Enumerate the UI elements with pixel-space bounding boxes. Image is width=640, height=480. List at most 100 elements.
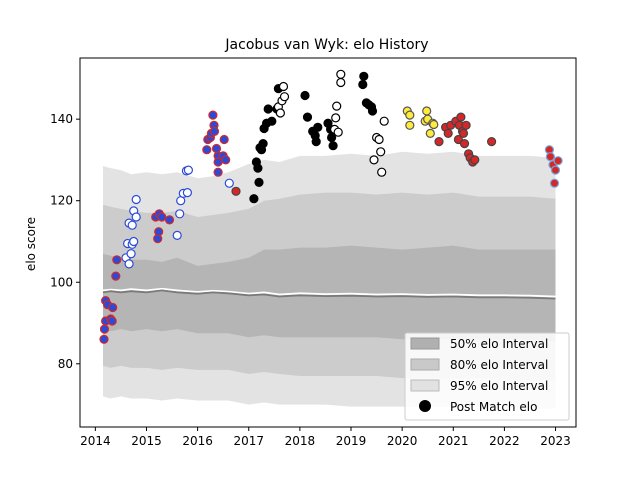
y-tick-label-140: 140 (50, 112, 73, 126)
match-point-7-9 (263, 104, 273, 114)
y-tick-label-80: 80 (58, 357, 73, 371)
chart-title: Jacobus van Wyk: elo History (224, 37, 428, 53)
x-tick-label-2021: 2021 (438, 434, 469, 448)
x-tick-label-2015: 2015 (131, 434, 162, 448)
match-point-4-6 (209, 126, 220, 136)
x-tick-label-2017: 2017 (233, 434, 264, 448)
match-point-15-1 (545, 152, 556, 162)
match-point-12-5 (379, 116, 389, 126)
match-point-13-8 (429, 119, 439, 130)
match-point-7-2 (253, 163, 263, 173)
match-point-9-0 (300, 90, 310, 101)
y-tick-label-120: 120 (50, 194, 73, 208)
match-point-1-10 (131, 194, 141, 205)
match-point-8-3 (278, 81, 289, 92)
match-point-11-1 (359, 71, 369, 81)
match-point-4-13 (221, 155, 231, 165)
y-axis-label: elo score (24, 217, 38, 271)
match-point-3-5 (182, 188, 192, 198)
legend-frame (404, 332, 570, 421)
match-point-14-0 (434, 137, 444, 147)
match-point-11-5 (367, 106, 378, 116)
legend-marker-post-match (419, 400, 431, 412)
match-point-9-5 (313, 122, 323, 132)
match-point-10-5 (336, 69, 346, 79)
y-axis-ticks: 80 100 120 140 (50, 112, 80, 371)
match-point-4-8 (211, 143, 222, 154)
legend-label-post-match: Post Match elo (450, 400, 537, 414)
match-point-0-9 (112, 255, 122, 265)
match-point-4-12 (219, 134, 229, 145)
x-tick-label-2020: 2020 (387, 434, 418, 448)
match-point-13-4 (422, 106, 432, 116)
match-point-0-8 (111, 271, 121, 281)
match-point-7-3 (254, 177, 264, 187)
x-tick-label-2023: 2023 (540, 434, 571, 448)
match-point-4-0 (202, 145, 212, 155)
legend: 50% elo Interval 80% elo Interval 95% el… (404, 332, 570, 421)
match-point-14-9 (458, 128, 469, 138)
match-point-0-0 (99, 334, 109, 344)
match-point-14-16 (487, 137, 497, 147)
match-point-9-1 (302, 112, 313, 122)
legend-label-50: 50% elo Interval (450, 337, 548, 351)
y-tick-label-100: 100 (50, 275, 73, 289)
match-point-8-1 (275, 108, 285, 118)
match-point-3-1 (175, 209, 185, 219)
match-point-15-5 (553, 156, 563, 166)
match-point-14-10 (459, 139, 470, 149)
x-axis-ticks: 2014 2015 2016 2017 2018 2019 2020 2021 2022 2023 (80, 427, 571, 448)
match-point-14-7 (456, 112, 466, 122)
x-tick-label-2016: 2016 (182, 434, 213, 448)
match-point-7-10 (267, 116, 277, 126)
match-point-5-0 (224, 178, 234, 188)
match-point-13-6 (425, 128, 435, 138)
match-point-10-1 (331, 113, 341, 123)
x-tick-label-2022: 2022 (489, 434, 520, 448)
legend-swatch-95 (410, 379, 440, 392)
match-point-7-6 (258, 139, 268, 149)
mean-line (102, 287, 556, 298)
x-tick-label-2014: 2014 (80, 434, 111, 448)
match-point-0-7 (108, 302, 118, 313)
match-points (99, 69, 563, 344)
match-point-10-4 (336, 77, 346, 88)
match-point-13-2 (405, 120, 415, 130)
median-line (102, 289, 556, 300)
match-point-3-6 (183, 165, 193, 175)
match-point-13-1 (405, 110, 415, 120)
match-point-12-4 (377, 167, 387, 177)
match-point-10-2 (332, 101, 342, 111)
legend-swatch-50 (410, 337, 440, 350)
match-point-7-0 (249, 194, 259, 204)
match-point-12-3 (376, 147, 386, 157)
match-point-14-15 (470, 155, 480, 165)
match-point-10-3 (333, 127, 343, 137)
match-point-9-4 (311, 137, 321, 147)
match-point-2-5 (164, 215, 175, 225)
match-point-14-2 (443, 128, 453, 138)
match-point-3-0 (172, 230, 182, 240)
match-point-15-4 (550, 165, 561, 175)
match-point-9-9 (328, 141, 338, 151)
match-point-11-0 (358, 79, 368, 90)
match-point-4-10 (213, 167, 223, 177)
match-point-6-0 (231, 186, 241, 196)
match-point-1-3 (126, 249, 136, 259)
match-point-0-6 (107, 316, 117, 326)
legend-swatch-80 (410, 358, 440, 371)
legend-label-80: 80% elo Interval (450, 358, 548, 372)
match-point-14-11 (461, 120, 471, 130)
match-point-1-9 (131, 212, 141, 222)
plot-frame (79, 57, 577, 428)
match-point-14-5 (453, 134, 463, 145)
match-point-12-2 (374, 134, 384, 145)
match-point-1-5 (129, 236, 139, 247)
legend-label-95: 95% elo Interval (450, 379, 548, 393)
match-point-2-2 (154, 227, 164, 237)
match-point-4-4 (208, 110, 218, 120)
x-tick-label-2019: 2019 (336, 434, 367, 448)
median-lines (102, 287, 556, 300)
match-point-8-4 (279, 92, 290, 102)
